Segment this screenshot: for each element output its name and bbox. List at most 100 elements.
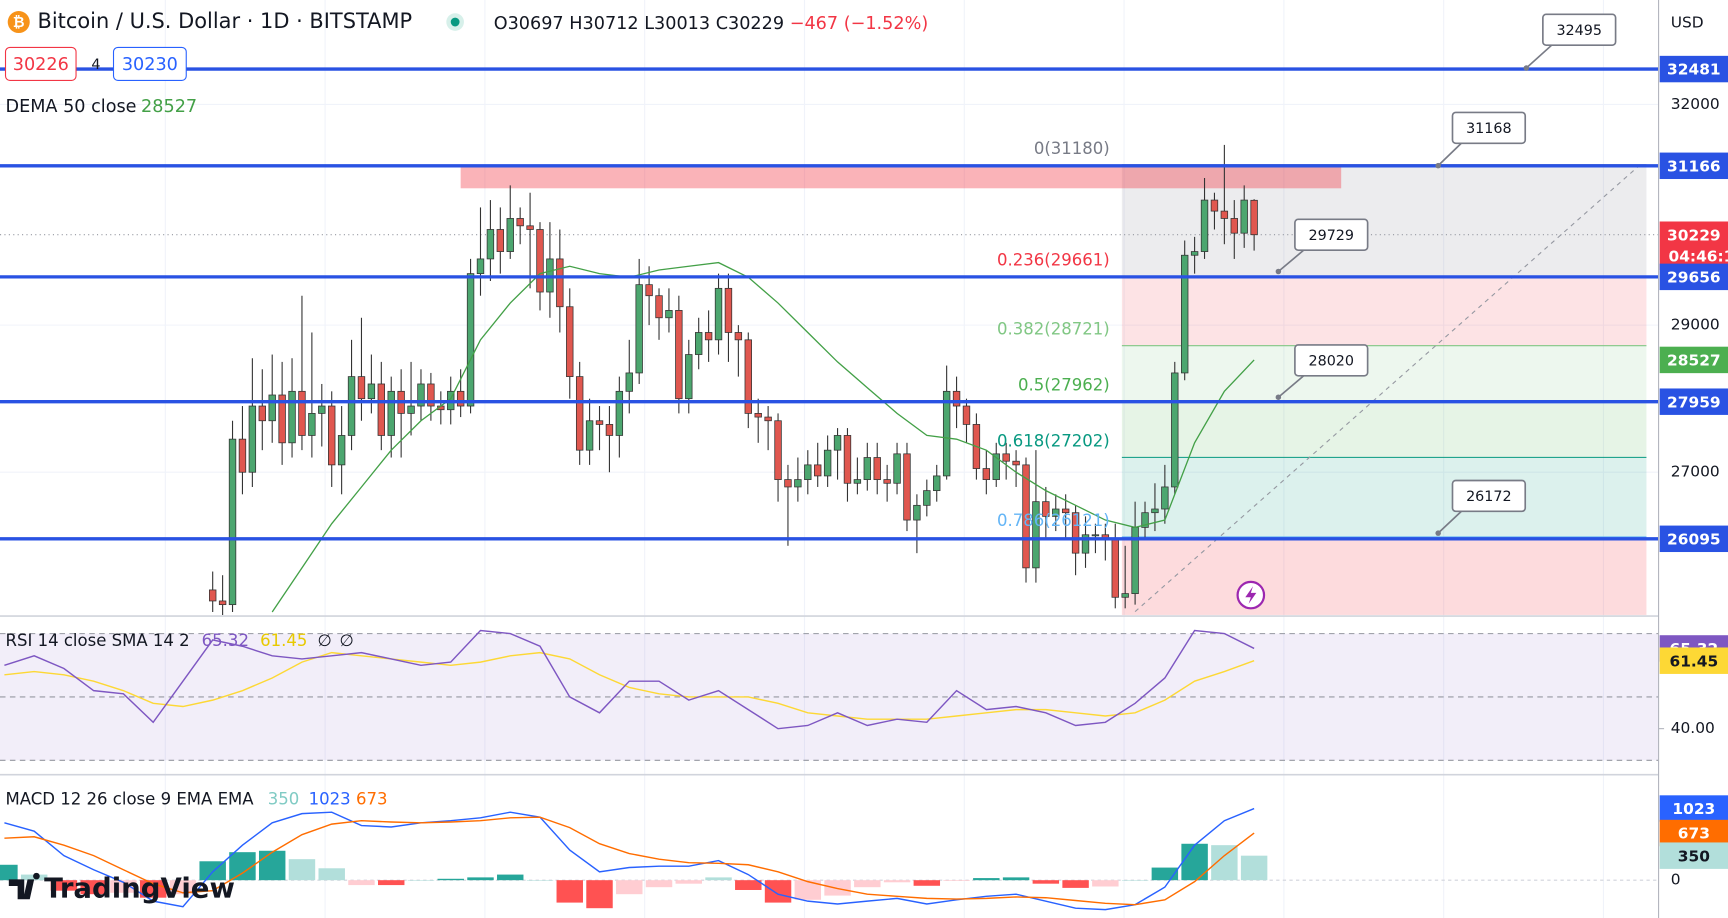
macd-histogram-bar [1121, 880, 1149, 881]
candle-body [1091, 534, 1100, 537]
y-tick-label: 32000 [1671, 95, 1720, 113]
axis-labels: 27000 29000 32000 32481 31166 30229 04:46:1 296… [1658, 55, 1728, 889]
callout-leader [1277, 249, 1305, 273]
candle-body [1071, 512, 1080, 554]
histogram-axis-label: 350 [1678, 847, 1710, 865]
candle-body [734, 332, 743, 341]
macd-histogram-bar [1211, 845, 1238, 881]
candle-body [536, 229, 544, 293]
candle-body [744, 339, 752, 414]
candle-body [1230, 218, 1238, 234]
macd-histogram-bar [407, 880, 435, 881]
symbol-title[interactable]: Bitcoin / U.S. Dollar · 1D · BITSTAMP [37, 9, 412, 33]
fib-label: 0.236(29661) [997, 251, 1110, 270]
currency[interactable]: USD [1671, 14, 1704, 32]
candle-body [1081, 534, 1090, 554]
candle-body [456, 390, 465, 407]
macd-histogram-bar [526, 880, 554, 881]
candle-body [1161, 486, 1169, 510]
candle-body [962, 405, 971, 425]
candle-body [665, 310, 673, 319]
candle-body [288, 390, 296, 444]
candle-body [923, 490, 931, 506]
price-pane [0, 67, 1659, 615]
rsi-line [4, 629, 1255, 730]
rsi-sma-axis-label: 61.45 [1669, 652, 1718, 670]
callout-point [1523, 65, 1530, 71]
macd-histogram-bar [854, 880, 881, 888]
fib-label: 0.382(28721) [997, 320, 1110, 339]
macd-histogram-bar [139, 880, 167, 898]
candle-body [625, 372, 633, 392]
candle-body [387, 390, 395, 436]
candle-body [209, 589, 217, 602]
high: H30712 [569, 14, 638, 34]
candle-body [784, 479, 792, 488]
candle-body [1012, 460, 1020, 466]
candle-body [714, 287, 723, 341]
dema-value: 28527 [141, 97, 197, 117]
macd-histogram-bar [764, 880, 792, 903]
candle-body [486, 229, 495, 260]
bid-box[interactable] [4, 46, 77, 81]
callout-point [1275, 268, 1282, 275]
macd-histogram-bar [735, 880, 762, 890]
candle-body [942, 390, 951, 477]
candle-body [992, 453, 1000, 480]
candle-body [566, 306, 574, 377]
candle-body [952, 390, 961, 407]
signal-axis-label-box [1659, 819, 1728, 847]
fib-label: 0.5(27962) [1018, 376, 1110, 395]
candle-body [427, 383, 435, 407]
ask-box[interactable] [112, 46, 187, 81]
callout-point [1275, 394, 1282, 400]
candle-body [506, 218, 514, 252]
candle-body [238, 438, 247, 473]
macd-axis-label-box [1659, 795, 1728, 822]
callout-label: 32495 [1556, 23, 1602, 39]
overlay: 0(31180) 0.236(29661) 0.382(28721) 0.5(2796… [997, 13, 1617, 536]
candle-body [1032, 501, 1040, 569]
candle-body [933, 475, 941, 492]
macd-histogram-bar [645, 880, 673, 888]
countdown: 04:46:1 [1668, 247, 1728, 265]
candle-body [1022, 464, 1030, 569]
macd-histogram-bar [0, 864, 18, 881]
macd-histogram-bar [973, 878, 1000, 881]
candle-body [1240, 199, 1248, 234]
candle-body [575, 376, 584, 451]
macd-histogram-bar [497, 874, 524, 881]
candle-body [794, 479, 802, 488]
price-label-box [1659, 388, 1728, 415]
candle-body [328, 405, 336, 466]
candle-body [337, 435, 346, 466]
macd-histogram-bar [1181, 843, 1208, 881]
macd-histogram-bar [378, 880, 405, 886]
candle-body [754, 413, 762, 418]
macd-histogram-bar [1032, 880, 1060, 884]
candle-body [417, 383, 425, 407]
candle-body [377, 383, 385, 436]
candle-body [1042, 501, 1050, 517]
signal-axis-label: 673 [1678, 825, 1710, 843]
rsi-extra: ∅ [317, 631, 331, 650]
candle-body [1250, 199, 1258, 236]
fib-zone [1121, 536, 1647, 615]
dema-line [271, 261, 1255, 613]
candle-body [903, 453, 911, 521]
callout-box [1542, 13, 1617, 47]
candle-body [893, 453, 901, 484]
candle-body [248, 405, 257, 473]
candle-body [833, 435, 842, 451]
macd-histogram-bar [675, 880, 702, 884]
logo-text: TradingView [44, 872, 235, 904]
macd-histogram-bar [1062, 880, 1089, 888]
macd-histogram-bar [80, 880, 107, 895]
candle-body [1220, 210, 1229, 219]
candle-body [1151, 508, 1159, 514]
logo-mark [8, 872, 40, 900]
candle-body [407, 405, 415, 414]
callout-label: 29729 [1308, 228, 1354, 244]
trend-line [1134, 162, 1643, 613]
